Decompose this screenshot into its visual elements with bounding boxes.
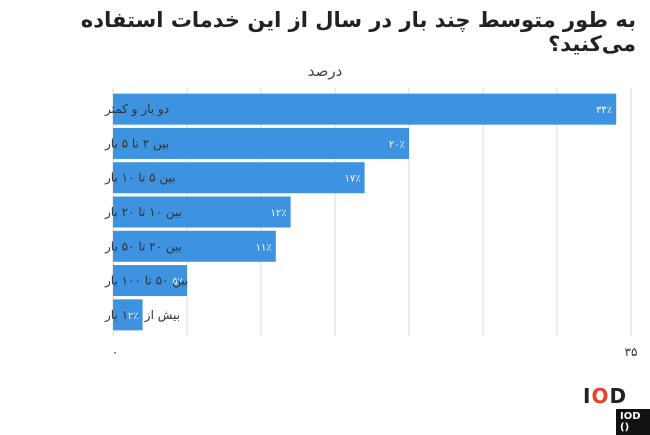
bar-value-label: ۱۱٪ [256,242,272,253]
bar [113,162,365,194]
category-label: بین ۵۰ تا ۱۰۰ بار [104,274,188,289]
bar [113,127,409,159]
bar-value-label: ۱۲٪ [270,208,286,219]
bar-value-label: ۲٪ [128,311,139,322]
category-label: بیش از ۱۰۰ بار [104,308,180,323]
bar [113,230,276,262]
category-label: دو بار و کمتر [104,102,169,117]
bar-value-label: ۳۴٪ [596,105,612,116]
category-label: بین ۲۰ تا ۵۰ بار [104,239,182,254]
unit-label: درصد [307,62,343,80]
bar [113,299,143,331]
chart-title: به طور متوسط چند بار در سال از این خدمات… [80,8,636,56]
category-label: بین ۲ تا ۵ بار [104,136,169,151]
iod-logo: IOD [583,386,627,418]
bar [113,265,187,297]
bar-value-label: ۲۰٪ [389,139,405,150]
bar [113,93,617,125]
x-tick-label: ۰ [112,345,118,359]
bar-value-label: ۱۷٪ [344,174,360,185]
category-label: بین ۱۰ تا ۲۰ بار [104,205,182,220]
bar-value-label: ۵٪ [172,277,183,288]
x-tick-label: ۳۵ [625,345,638,359]
logo-mark: IOD [583,384,628,408]
source-badge: IOD () [616,409,650,435]
category-label: بین ۵ تا ۱۰ بار [104,171,176,186]
bar [113,196,291,228]
